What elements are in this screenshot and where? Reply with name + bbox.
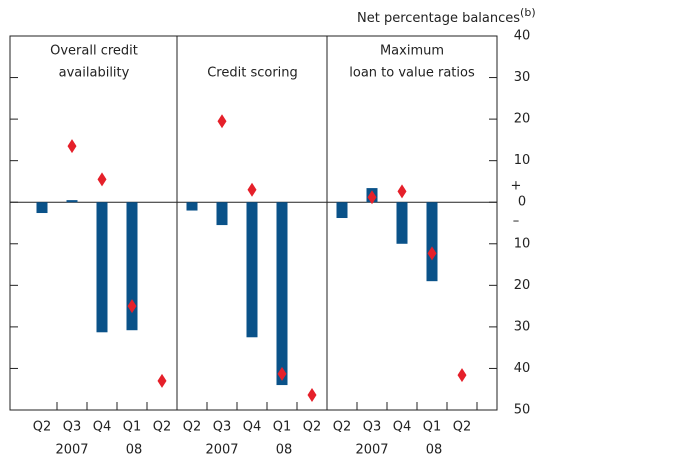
year-label: 2007 — [55, 443, 88, 457]
y-axis-label-note: (b) — [520, 6, 536, 19]
y-tick-label: 40 — [514, 361, 531, 376]
bar — [96, 202, 108, 333]
y-tick-label: 20 — [514, 112, 531, 127]
year-label: 08 — [126, 443, 143, 457]
diamond — [457, 368, 467, 383]
bar — [246, 202, 258, 338]
diamond — [157, 373, 167, 388]
diamond — [427, 246, 437, 261]
y-tick-label: 10 — [514, 153, 531, 168]
y-axis-label-text: Net percentage balances — [357, 11, 520, 26]
panel-title: Overall credit — [50, 44, 138, 59]
x-tick-label: Q4 — [393, 420, 412, 435]
x-tick-label: Q1 — [423, 420, 442, 435]
bar — [276, 202, 288, 386]
bar — [426, 202, 438, 282]
x-tick-label: Q2 — [453, 420, 472, 435]
x-tick-label: Q2 — [183, 420, 202, 435]
sign-minus: – — [513, 214, 520, 229]
x-tick-label: Q4 — [243, 420, 262, 435]
panel-title: loan to value ratios — [349, 66, 475, 81]
x-tick-label: Q4 — [93, 420, 112, 435]
y-tick-label: 20 — [514, 278, 531, 293]
bar — [396, 202, 408, 244]
diamond — [277, 366, 287, 381]
bar — [186, 202, 198, 211]
x-tick-label: Q2 — [333, 420, 352, 435]
y-tick-label: 40 — [514, 29, 531, 44]
bar — [36, 202, 48, 214]
x-tick-label: Q3 — [63, 420, 82, 435]
x-tick-label: Q2 — [33, 420, 52, 435]
y-tick-label: 30 — [514, 70, 531, 85]
diamond — [307, 388, 317, 403]
x-tick-label: Q3 — [213, 420, 232, 435]
diamond — [397, 184, 407, 199]
diamond — [247, 182, 257, 197]
x-tick-label: Q2 — [153, 420, 172, 435]
sign-plus: + — [511, 179, 522, 194]
x-tick-label: Q1 — [273, 420, 292, 435]
diamond — [367, 190, 377, 205]
plot-frame — [9, 35, 498, 411]
bar — [66, 200, 78, 203]
diamond — [127, 299, 137, 314]
panel-title: Maximum — [380, 44, 444, 59]
y-tick-label: 0 — [518, 195, 526, 210]
y-axis-label: Net percentage balances(b) — [357, 6, 536, 26]
y-tick-label: 30 — [514, 319, 531, 334]
y-tick-label: 50 — [514, 403, 531, 418]
panel-title: Credit scoring — [207, 66, 298, 81]
diamond — [97, 172, 107, 187]
year-label: 2007 — [355, 443, 388, 457]
diamond — [217, 114, 227, 129]
x-tick-label: Q2 — [303, 420, 322, 435]
x-tick-label: Q1 — [123, 420, 142, 435]
year-label: 08 — [426, 443, 443, 457]
y-tick-label: 10 — [514, 236, 531, 251]
panel-title: availability — [59, 66, 130, 81]
x-tick-label: Q3 — [363, 420, 382, 435]
year-label: 2007 — [205, 443, 238, 457]
bar — [126, 202, 138, 331]
diamond — [67, 139, 77, 154]
year-label: 08 — [276, 443, 293, 457]
bar — [336, 202, 348, 219]
bar — [216, 202, 228, 226]
